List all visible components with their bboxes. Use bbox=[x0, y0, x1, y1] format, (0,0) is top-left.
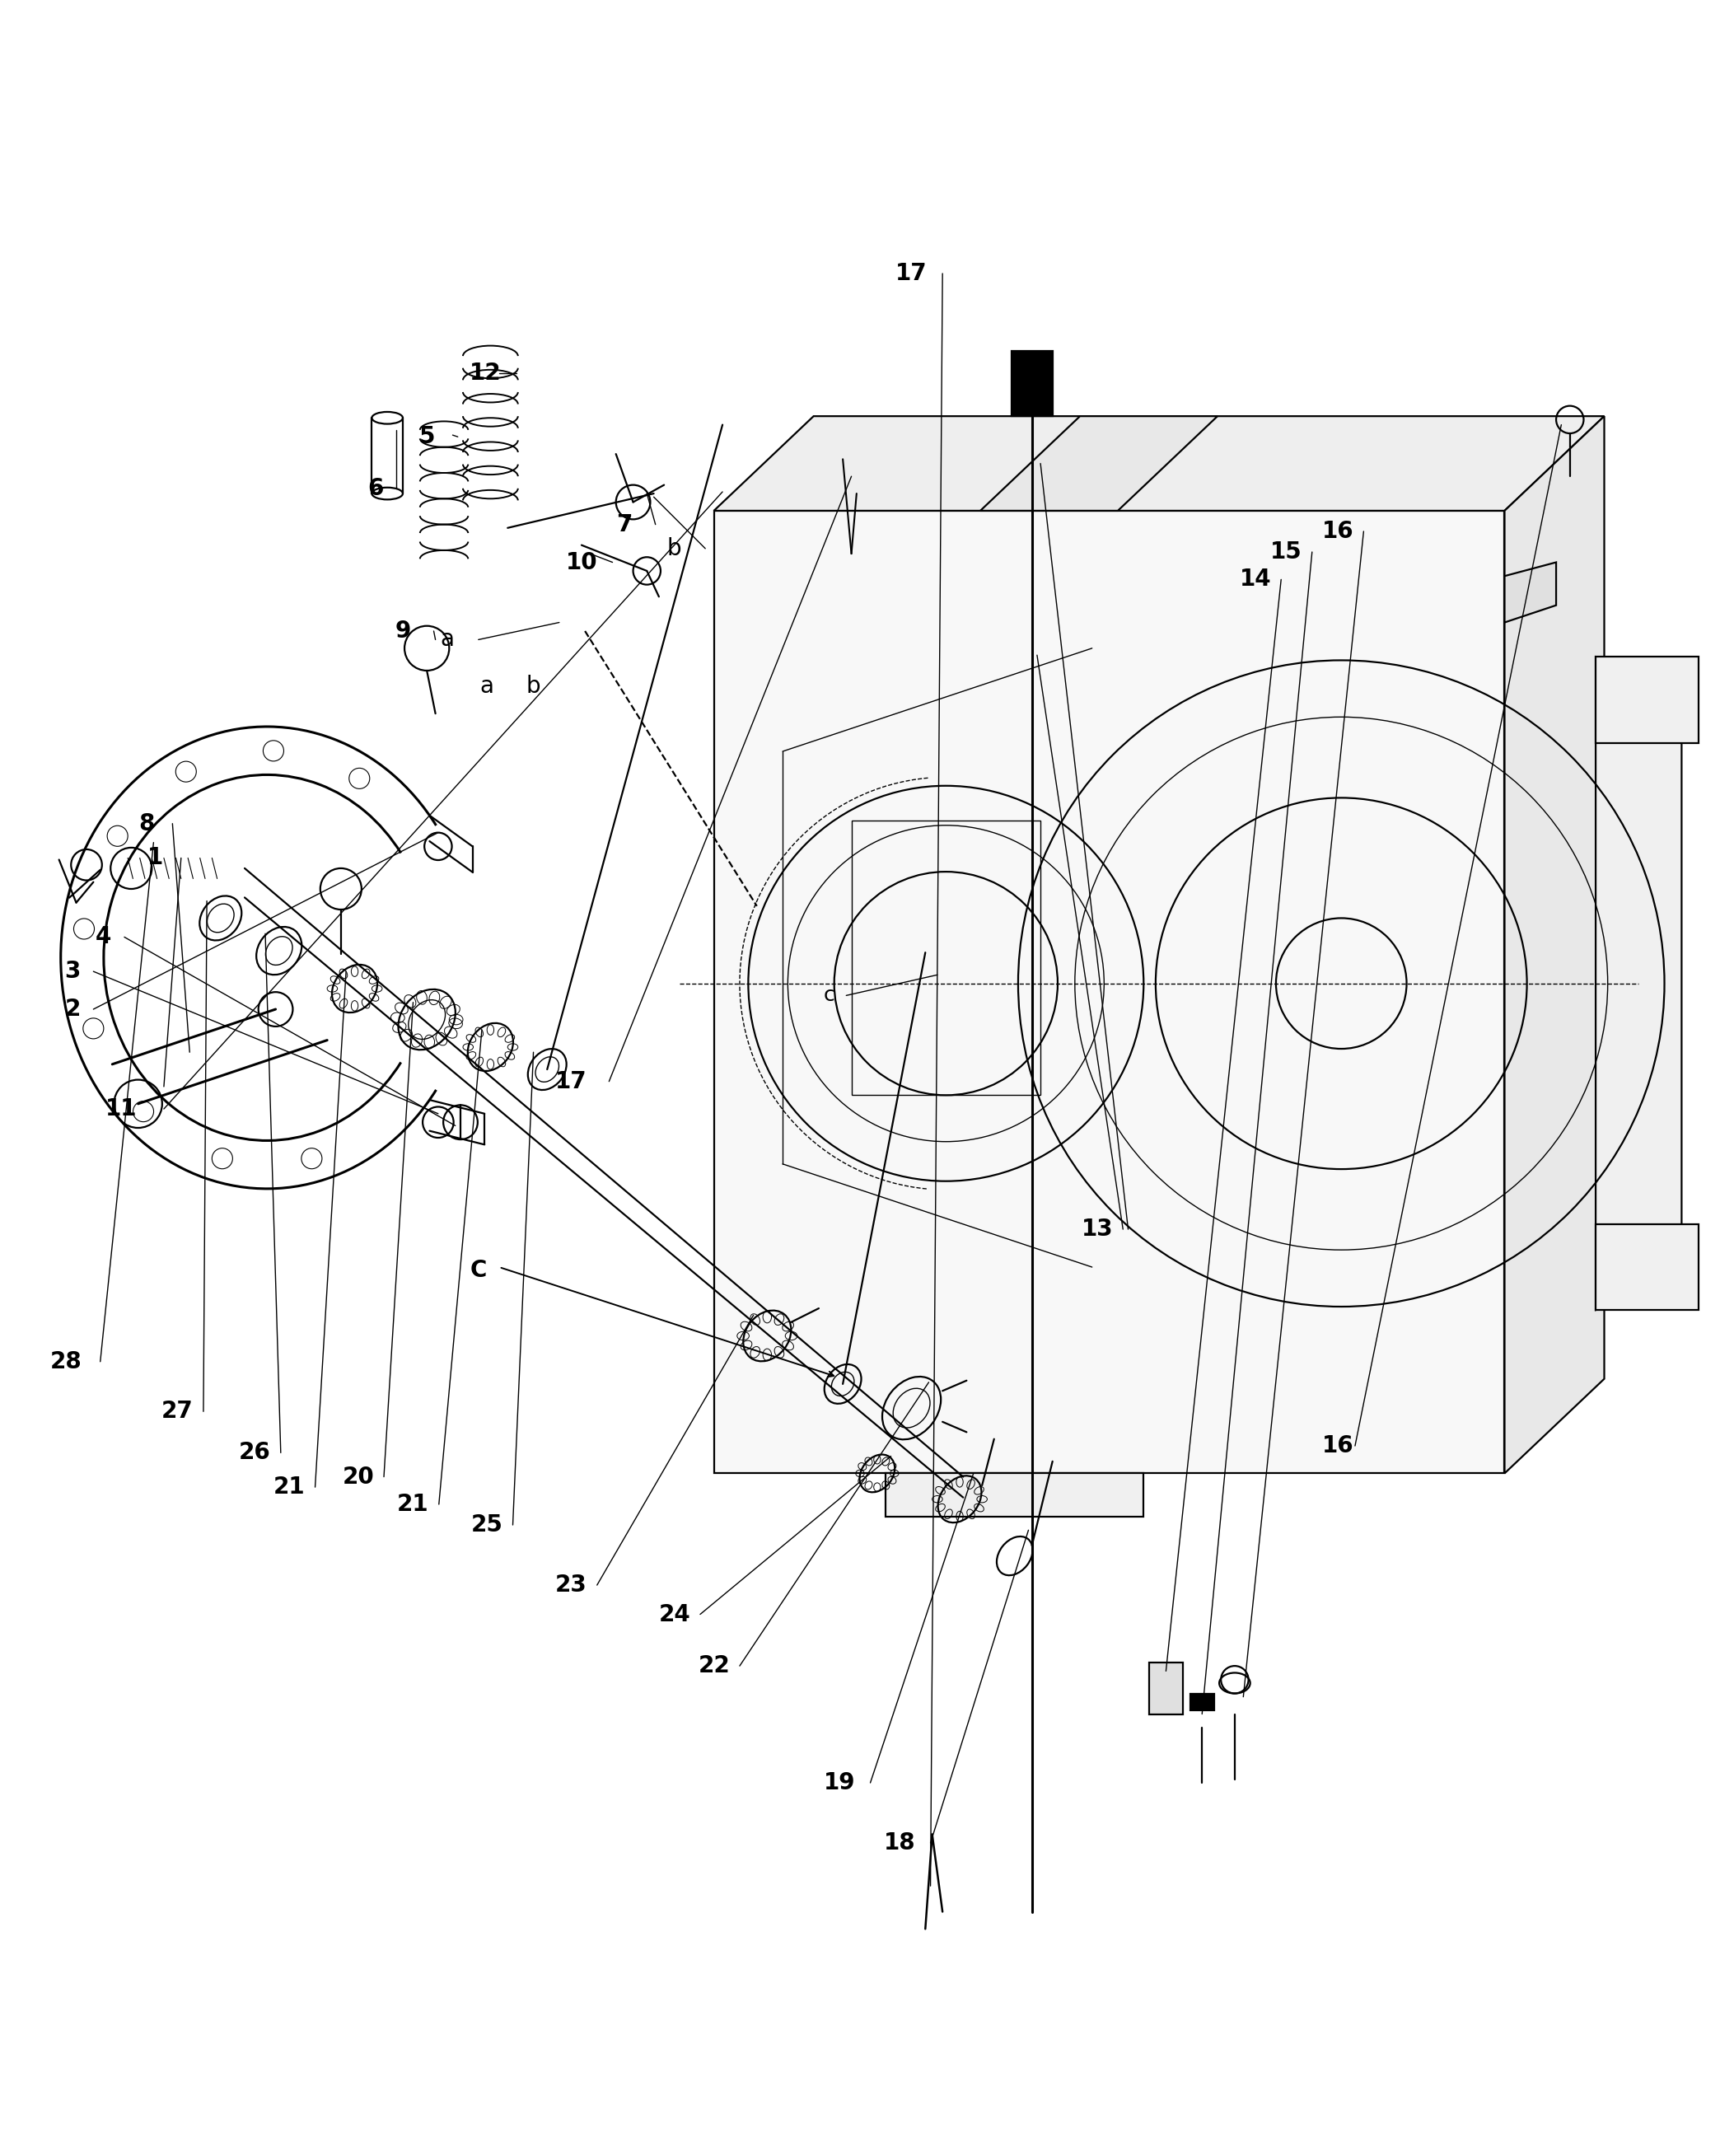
Text: 17: 17 bbox=[896, 263, 927, 285]
Polygon shape bbox=[1596, 658, 1682, 1311]
Text: 16: 16 bbox=[1323, 520, 1354, 543]
Text: C: C bbox=[470, 1259, 487, 1283]
Text: 4: 4 bbox=[96, 925, 112, 949]
Text: 11: 11 bbox=[105, 1097, 138, 1121]
Text: 21: 21 bbox=[397, 1492, 428, 1516]
Text: 8: 8 bbox=[139, 813, 155, 834]
Text: 3: 3 bbox=[65, 959, 81, 983]
Polygon shape bbox=[714, 416, 1605, 511]
Text: 10: 10 bbox=[566, 550, 597, 573]
Text: b: b bbox=[667, 537, 681, 561]
Text: 1: 1 bbox=[148, 847, 163, 869]
Text: 22: 22 bbox=[698, 1654, 729, 1677]
Text: 27: 27 bbox=[162, 1399, 194, 1423]
Text: a: a bbox=[440, 627, 454, 651]
Text: 24: 24 bbox=[659, 1602, 690, 1626]
Text: 15: 15 bbox=[1271, 541, 1302, 563]
Polygon shape bbox=[1505, 563, 1557, 623]
Text: 14: 14 bbox=[1240, 567, 1271, 591]
Text: 21: 21 bbox=[273, 1475, 304, 1498]
Text: 25: 25 bbox=[471, 1514, 502, 1537]
Text: a: a bbox=[480, 675, 494, 699]
Bar bbox=[1149, 1662, 1183, 1714]
Text: 7: 7 bbox=[616, 513, 633, 537]
Polygon shape bbox=[714, 511, 1505, 1473]
Text: 28: 28 bbox=[50, 1350, 83, 1373]
Text: 5: 5 bbox=[418, 425, 435, 448]
Polygon shape bbox=[1596, 658, 1699, 744]
Text: 9: 9 bbox=[396, 619, 411, 642]
Text: 16: 16 bbox=[1323, 1434, 1354, 1457]
Text: c: c bbox=[824, 985, 834, 1005]
Polygon shape bbox=[886, 1473, 1144, 1516]
Text: 17: 17 bbox=[556, 1069, 587, 1093]
Text: b: b bbox=[526, 675, 540, 699]
Text: 26: 26 bbox=[239, 1440, 272, 1464]
Text: 6: 6 bbox=[368, 476, 384, 500]
Bar bbox=[1190, 1692, 1214, 1710]
Text: 20: 20 bbox=[342, 1466, 373, 1488]
Polygon shape bbox=[1505, 416, 1605, 1473]
Text: 23: 23 bbox=[556, 1574, 587, 1598]
Polygon shape bbox=[980, 416, 1218, 511]
Text: 19: 19 bbox=[824, 1772, 855, 1794]
Text: 13: 13 bbox=[1082, 1218, 1113, 1242]
Bar bbox=[1011, 351, 1053, 416]
Text: 12: 12 bbox=[470, 362, 501, 384]
Text: 2: 2 bbox=[65, 998, 81, 1020]
Polygon shape bbox=[1596, 1225, 1699, 1311]
Text: 18: 18 bbox=[884, 1830, 915, 1854]
